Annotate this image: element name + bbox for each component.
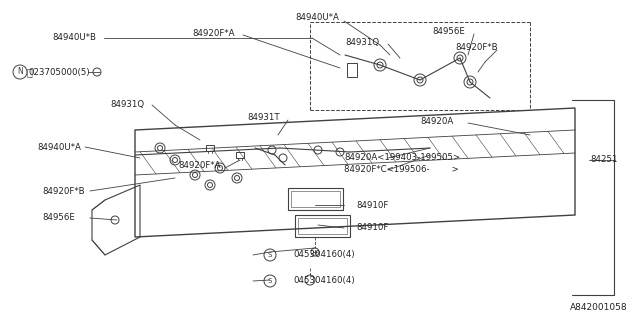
- Text: 84251: 84251: [590, 156, 618, 164]
- Text: 84920F*A: 84920F*A: [178, 162, 221, 171]
- Text: 84940U*A: 84940U*A: [37, 142, 81, 151]
- Text: S: S: [268, 278, 272, 284]
- Text: 023705000(5): 023705000(5): [28, 68, 90, 76]
- Bar: [236, 152, 244, 158]
- Text: 84920A<199403-199505>: 84920A<199403-199505>: [344, 154, 460, 163]
- Text: 045304160(4): 045304160(4): [293, 251, 355, 260]
- Bar: [298, 218, 347, 234]
- Text: 84940U*B: 84940U*B: [52, 34, 96, 43]
- Text: S: S: [268, 252, 272, 258]
- Text: 84931Q: 84931Q: [110, 100, 144, 109]
- Bar: [206, 145, 214, 151]
- Text: 84920A: 84920A: [420, 116, 453, 125]
- Text: 84920F*A: 84920F*A: [192, 28, 234, 37]
- Bar: [291, 191, 340, 207]
- Text: 84931Q: 84931Q: [345, 37, 379, 46]
- Text: 84956E: 84956E: [432, 28, 465, 36]
- Text: 84920F*B: 84920F*B: [455, 44, 498, 52]
- Text: ⓝ: ⓝ: [27, 67, 33, 77]
- Text: N: N: [17, 68, 23, 76]
- Text: 84956E: 84956E: [42, 213, 75, 222]
- Bar: [288, 188, 343, 210]
- Text: 84931T: 84931T: [247, 114, 280, 123]
- Bar: [295, 215, 350, 237]
- Text: 84910F: 84910F: [356, 201, 388, 210]
- Text: 84920F*C<199506-        >: 84920F*C<199506- >: [344, 165, 459, 174]
- Text: A842001058: A842001058: [570, 303, 628, 312]
- Text: 84920F*B: 84920F*B: [42, 187, 84, 196]
- Text: 045304160(4): 045304160(4): [293, 276, 355, 285]
- Text: 84910F: 84910F: [356, 223, 388, 233]
- Text: 84940U*A: 84940U*A: [295, 13, 339, 22]
